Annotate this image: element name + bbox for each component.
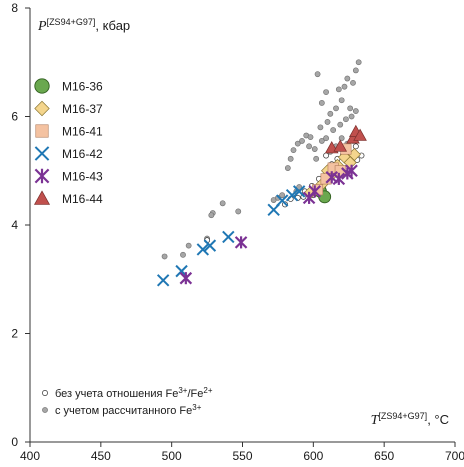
data-point-m16-43 [179,271,193,285]
data-point-m16-42 [222,230,235,244]
data-point-m16-42 [292,185,306,198]
background-points [161,59,365,260]
background-point [314,71,321,78]
x-tick-label: 500 [162,449,182,463]
data-point-m16-44 [353,128,367,141]
background-point [318,138,325,144]
legend-marker-m16-36 [34,78,50,94]
legend-label: M16-44 [62,192,103,206]
note-marker [42,407,48,413]
background-point [341,83,348,90]
background-point [287,155,294,162]
data-point-m16-43 [308,185,322,198]
background-point [318,100,325,106]
x-tick-label: 700 [445,449,464,463]
y-tick-label: 2 [11,327,18,341]
background-point [355,59,362,66]
data-point-m16-42 [285,188,299,202]
y-tick-label: 0 [11,435,18,449]
background-point [344,75,351,82]
data-point-m16-43 [345,164,358,178]
y-axis-title: P[ZS94+G97], кбар [37,17,130,34]
legend-label: M16-37 [62,102,103,116]
background-point [337,121,344,128]
background-point [311,146,318,152]
background-point [324,119,331,125]
x-tick-label: 450 [91,449,111,463]
background-point [327,110,334,117]
data-point-m16-42 [156,274,170,287]
background-point [284,165,291,171]
background-point [350,79,356,86]
background-point [352,143,359,150]
x-tick-label: 650 [374,449,394,463]
background-point [299,138,305,144]
background-point [323,152,330,159]
y-tick-label: 6 [11,110,18,124]
background-point [333,105,339,112]
data-point-m16-44 [333,139,348,152]
background-point [323,89,329,95]
background-point [290,147,297,154]
data-point-m16-42 [203,239,217,252]
background-point [352,67,359,74]
legend-marker-m16-37 [34,100,50,117]
x-tick-label: 400 [20,449,40,463]
background-point [338,135,345,142]
background-point [180,251,186,258]
legend-label: M16-36 [62,80,103,94]
legend-marker-m16-43 [34,168,50,184]
background-point [219,200,226,207]
background-point [313,155,320,162]
x-tick-label: 550 [232,449,252,463]
legend-marker-m16-42 [34,146,50,161]
x-axis-title: T[ZS94+G97], °C [371,411,449,428]
legend-marker-m16-41 [35,124,49,138]
legend-label: M16-42 [62,147,103,161]
background-point [161,253,168,260]
background-point [296,184,303,190]
ticks: 400 450 500 550 600 650 700 0 2 4 6 8 [11,1,464,463]
legend-marker-m16-44 [33,190,51,205]
background-point [338,97,345,104]
background-point [279,192,286,199]
background-point [352,108,359,114]
background-point [348,113,355,120]
background-point [235,208,242,215]
legend-label: M16-43 [62,170,103,184]
background-point [330,127,337,133]
note-label: без учета отношения Fe3+/Fe2+ [55,386,213,400]
legend: M16-36 M16-37 M16-41 M16-42 M16-43 M16-44 [33,78,103,206]
background-point [185,242,192,249]
axes [29,8,455,443]
background-point [347,105,354,112]
background-point [317,124,324,131]
background-point [306,143,312,150]
data-point-m16-43 [234,236,248,249]
x-tick-label: 600 [303,449,323,463]
background-point [208,212,215,219]
note-marker [42,390,48,396]
data-point-m16-43 [332,172,346,186]
y-tick-label: 4 [11,218,18,232]
series-points [156,124,367,287]
background-point [343,116,349,123]
note-label: с учетом рассчитанного Fe3+ [55,403,202,417]
y-tick-label: 8 [11,1,18,15]
background-point [307,134,314,141]
background-point [335,86,342,93]
legend-label: M16-41 [62,125,103,139]
background-point [323,135,329,142]
data-point-m16-42 [275,194,289,207]
axis-titles: P[ZS94+G97], кбар T[ZS94+G97], °C [37,17,449,428]
notes-legend: без учета отношения Fe3+/Fe2+ с учетом ра… [42,386,213,417]
background-point [294,140,301,147]
data-point-m16-42 [196,243,210,256]
